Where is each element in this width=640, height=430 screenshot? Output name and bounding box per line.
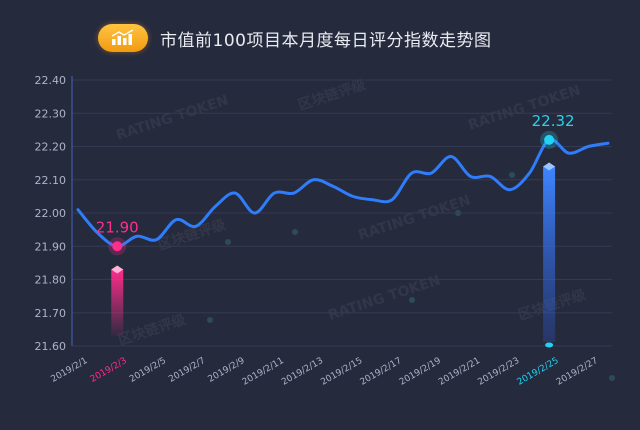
y-tick-label: 21.60	[35, 340, 67, 353]
x-tick-label: 2019/2/25	[516, 356, 561, 388]
min-pillar	[111, 269, 124, 336]
x-tick-label: 2019/2/5	[128, 356, 168, 385]
y-tick-label: 22.20	[35, 141, 67, 154]
watermark-text: 区块链评级	[116, 311, 189, 349]
x-tick-label: 2019/2/11	[241, 356, 286, 388]
y-tick-label: 22.40	[35, 74, 67, 87]
background-dot	[292, 229, 298, 235]
x-tick-label: 2019/2/23	[476, 356, 521, 388]
x-tick-label: 2019/2/21	[437, 356, 482, 388]
watermark-text: 区块链评级	[156, 216, 229, 254]
y-tick-label: 21.70	[35, 307, 67, 320]
x-tick-label: 2019/2/3	[89, 356, 129, 385]
background-dot	[225, 239, 231, 245]
min-marker	[112, 241, 123, 252]
max-marker	[544, 134, 555, 145]
x-tick-label: 2019/2/1	[49, 356, 89, 385]
max-pillar-base	[545, 342, 554, 348]
watermark-text: RATING TOKEN	[326, 272, 442, 323]
y-tick-label: 21.80	[35, 274, 67, 287]
min-value-label: 21.90	[96, 218, 139, 236]
chart-title: 市值前100项目本月度每日评分指数走势图	[160, 31, 492, 51]
background-dot	[509, 172, 515, 178]
x-tick-label: 2019/2/19	[398, 356, 443, 388]
max-value-label: 22.32	[532, 112, 575, 130]
watermark-text: 区块链评级	[296, 76, 369, 114]
x-tick-label: 2019/2/15	[319, 356, 364, 388]
bar-chart-icon	[98, 24, 148, 52]
chart-header: 市值前100项目本月度每日评分指数走势图	[0, 14, 640, 60]
background-dot	[609, 375, 615, 381]
min-pillar-cap	[111, 265, 124, 274]
x-tick-label: 2019/2/7	[167, 356, 207, 385]
y-tick-label: 22.10	[35, 174, 67, 187]
series-line	[76, 137, 610, 248]
max-pillar	[543, 166, 556, 342]
x-tick-label: 2019/2/17	[359, 356, 404, 388]
watermark-text: RATING TOKEN	[114, 92, 230, 143]
max-pillar-cap	[543, 162, 556, 171]
y-tick-label: 22.30	[35, 107, 67, 120]
background-dot	[207, 317, 213, 323]
x-tick-label: 2019/2/13	[280, 356, 325, 388]
x-tick-label: 2019/2/27	[555, 356, 600, 388]
y-tick-label: 22.00	[35, 207, 67, 220]
y-tick-label: 21.90	[35, 240, 67, 253]
background-dot	[409, 297, 415, 303]
